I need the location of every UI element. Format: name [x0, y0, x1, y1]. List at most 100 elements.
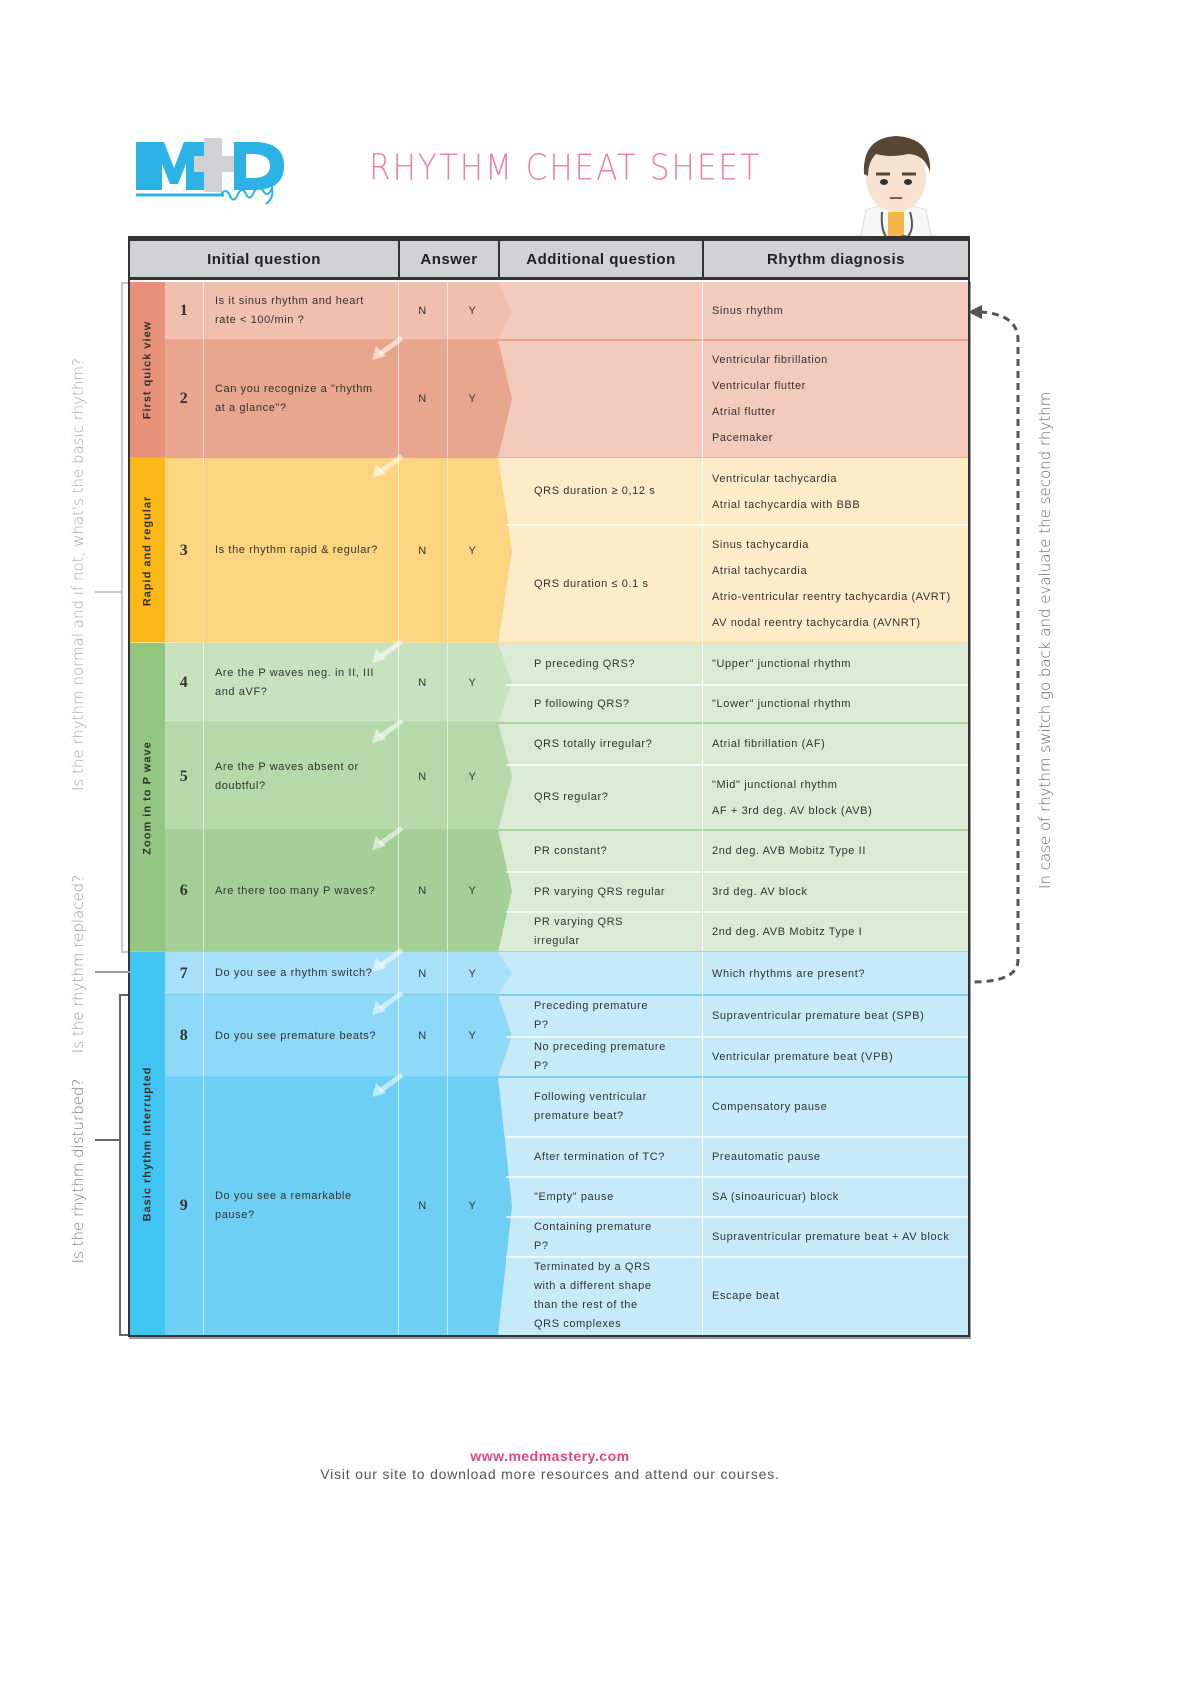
rhythm-diagnosis: Preautomatic pause [702, 1137, 968, 1177]
answer-no[interactable]: N [418, 305, 427, 317]
column-divider [702, 282, 703, 340]
column-divider [203, 1077, 204, 1335]
answer-no[interactable]: N [418, 393, 427, 405]
diagnosis-item: 2nd deg. AVB Mobitz Type I [712, 926, 863, 938]
subrow-divider [506, 871, 968, 873]
section-light-bg [498, 282, 968, 458]
column-divider [203, 458, 204, 643]
label-rhythm-disturbed: Is the rhythm disturbed? [69, 1078, 87, 1264]
rhythm-diagnosis: "Lower" junctional rhythm [702, 685, 968, 723]
additional-question: QRS totally irregular? [534, 737, 653, 750]
answer-yes[interactable]: Y [468, 544, 477, 557]
additional-question: P following QRS? [534, 697, 630, 710]
rhythm-diagnosis: "Upper" junctional rhythm [702, 643, 968, 685]
column-divider [447, 340, 448, 458]
bracket-normal [95, 282, 128, 953]
column-divider [447, 1077, 448, 1335]
column-divider [447, 995, 448, 1077]
section-label: Rapid and regular [130, 458, 165, 643]
answer-yes[interactable]: Y [468, 885, 477, 897]
diagnosis-item: "Lower" junctional rhythm [712, 698, 851, 710]
question-row-bg [165, 830, 512, 952]
row-divider [165, 1076, 968, 1078]
answer-yes[interactable]: Y [468, 1030, 477, 1042]
arrowhead-icon [968, 305, 982, 319]
rhythm-diagnosis: Supraventricular premature beat + AV blo… [702, 1217, 968, 1257]
answer-no[interactable]: N [418, 544, 427, 557]
diagnosis-item: Preautomatic pause [712, 1151, 821, 1163]
question-number: 8 [179, 1027, 189, 1044]
down-left-arrow-icon [372, 719, 404, 743]
answer-no[interactable]: N [418, 770, 427, 783]
rhythm-diagnosis: Sinus rhythm [702, 282, 968, 340]
column-divider [398, 282, 399, 340]
additional-question: "Empty" pause [534, 1190, 614, 1203]
down-left-arrow-icon [372, 826, 404, 850]
answer-no[interactable]: N [418, 677, 427, 689]
header-initial-question: Initial question [128, 238, 400, 280]
down-left-arrow-icon [372, 1073, 404, 1097]
rhythm-diagnosis: Sinus tachycardia Atrial tachycardia Atrio… [702, 525, 968, 643]
subrow-divider [506, 1176, 968, 1178]
additional-question: PR varying QRS irregular [534, 916, 624, 947]
diagnosis-item: Ventricular tachycardia [712, 472, 838, 485]
subrow-divider [506, 684, 968, 686]
section-light-bg [498, 458, 968, 643]
down-left-arrow-icon [372, 639, 404, 663]
answer-no[interactable]: N [418, 1030, 427, 1042]
rhythm-diagnosis: 2nd deg. AVB Mobitz Type II [702, 830, 968, 872]
diagnosis-item: Supraventricular premature beat (SPB) [712, 1010, 925, 1022]
question-text: Do you see a remarkable pause? [215, 1190, 352, 1221]
answer-no[interactable]: N [418, 967, 427, 980]
answer-no[interactable]: N [418, 885, 427, 897]
row-divider [165, 829, 968, 831]
diagnosis-item: SA (sinoauricuar) block [712, 1191, 839, 1203]
rhythm-diagnosis: Supraventricular premature beat (SPB) [702, 995, 968, 1037]
additional-question: After termination of TC? [534, 1150, 665, 1163]
subrow-divider [506, 1256, 968, 1258]
diagnosis-item: Atrio-ventricular reentry tachycardia (A… [712, 591, 951, 603]
question-row-bg [165, 340, 512, 458]
answer-yes[interactable]: Y [468, 677, 477, 689]
question-number: 6 [179, 882, 189, 899]
down-left-arrow-icon [372, 454, 404, 478]
column-divider [203, 995, 204, 1077]
subrow-divider [506, 1136, 968, 1138]
diagnosis-item: "Mid" junctional rhythm [712, 778, 838, 791]
column-divider [702, 458, 703, 643]
footer-url-link[interactable]: www.medmastery.com [470, 1448, 630, 1464]
column-divider [702, 723, 703, 830]
additional-question: QRS duration ≤ 0.1 s [534, 577, 649, 590]
section-light-bg [498, 643, 968, 952]
rhythm-diagnosis: Which rhythms are present? [702, 952, 968, 995]
switch-dashed-arrow [971, 310, 1020, 984]
additional-question: QRS duration ≥ 0,12 s [534, 485, 656, 497]
footer-text: Visit our site to download more resource… [320, 1466, 780, 1482]
column-divider [447, 830, 448, 952]
column-divider [702, 340, 703, 458]
answer-yes[interactable]: Y [468, 967, 477, 980]
diagnosis-item: Escape beat [712, 1290, 780, 1302]
column-divider [398, 830, 399, 952]
diagnosis-item: Ventricular premature beat (VPB) [712, 1051, 894, 1063]
column-divider [398, 643, 399, 723]
answer-yes[interactable]: Y [468, 1200, 477, 1212]
label-rhythm-replaced: Is the rhythm replaced? [69, 874, 87, 1054]
column-divider [447, 952, 448, 995]
column-divider [203, 282, 204, 340]
rhythm-diagnosis: Compensatory pause [702, 1077, 968, 1137]
diagnosis-item: Pacemaker [712, 432, 774, 444]
down-left-arrow-icon [372, 991, 404, 1015]
medmastery-logo [134, 138, 294, 208]
additional-question: PR varying QRS regular [534, 885, 666, 898]
answer-yes[interactable]: Y [468, 305, 477, 317]
column-divider [398, 952, 399, 995]
diagnosis-item: Supraventricular premature beat + AV blo… [712, 1231, 950, 1243]
answer-yes[interactable]: Y [468, 393, 477, 405]
question-text: Is it sinus rhythm and heart rate < 100/… [215, 295, 364, 326]
table-frame [128, 280, 970, 1337]
column-divider [203, 340, 204, 458]
answer-yes[interactable]: Y [468, 770, 477, 783]
section-light-bg [498, 952, 968, 1335]
answer-no[interactable]: N [418, 1200, 427, 1212]
